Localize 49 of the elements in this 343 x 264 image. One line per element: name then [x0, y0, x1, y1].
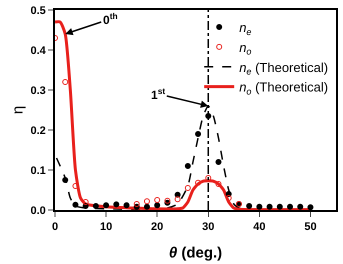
point	[92, 203, 99, 209]
point	[144, 204, 150, 210]
point	[144, 198, 150, 204]
text: n$_{e}$	[239, 20, 252, 37]
text: (Theoretical)	[255, 60, 328, 75]
y-tick-label: 0.3	[30, 84, 46, 97]
point	[246, 203, 252, 209]
point	[134, 201, 140, 207]
annotation: 0$^{th}$	[103, 11, 118, 28]
point	[103, 202, 110, 208]
point	[215, 159, 222, 165]
point	[72, 202, 78, 208]
point	[184, 163, 191, 169]
point	[307, 204, 314, 210]
point	[184, 185, 191, 191]
point	[266, 204, 273, 210]
x-axis-title: θ (deg.)	[168, 244, 222, 262]
y-tick-label: 0.5	[30, 4, 46, 17]
annotation: 1$^{st}$	[151, 86, 166, 102]
x-tick-label: 30	[202, 221, 214, 234]
y-tick-label: 0.0	[30, 204, 46, 217]
point	[154, 202, 160, 208]
y-tick-label: 0.1	[30, 164, 46, 177]
x-tick-label: 20	[151, 221, 164, 234]
legend-label: n$_{o}$ (Theoretical)	[239, 80, 328, 96]
point	[226, 195, 232, 201]
legend-label: n$_{o}$	[239, 40, 252, 57]
x-tick-label: 50	[304, 221, 317, 234]
point	[62, 177, 68, 183]
y-tick-label: 0.4	[30, 44, 47, 57]
point	[195, 180, 202, 186]
point	[124, 202, 130, 208]
point	[276, 204, 283, 210]
point	[215, 181, 222, 187]
point	[297, 204, 304, 210]
x-tick-label: 40	[253, 221, 266, 234]
y-axis-title: η	[9, 106, 26, 114]
legend-label: n$_{e}$	[239, 60, 252, 77]
x-tick-label: 10	[100, 221, 112, 234]
y-tick-label: 0.2	[30, 124, 46, 137]
point	[287, 204, 294, 210]
point	[256, 204, 262, 210]
x-tick-label: 0	[52, 221, 58, 234]
point	[154, 197, 160, 203]
point	[82, 199, 89, 205]
point	[174, 196, 181, 202]
point	[113, 201, 120, 208]
point	[195, 131, 202, 137]
point	[62, 79, 68, 85]
